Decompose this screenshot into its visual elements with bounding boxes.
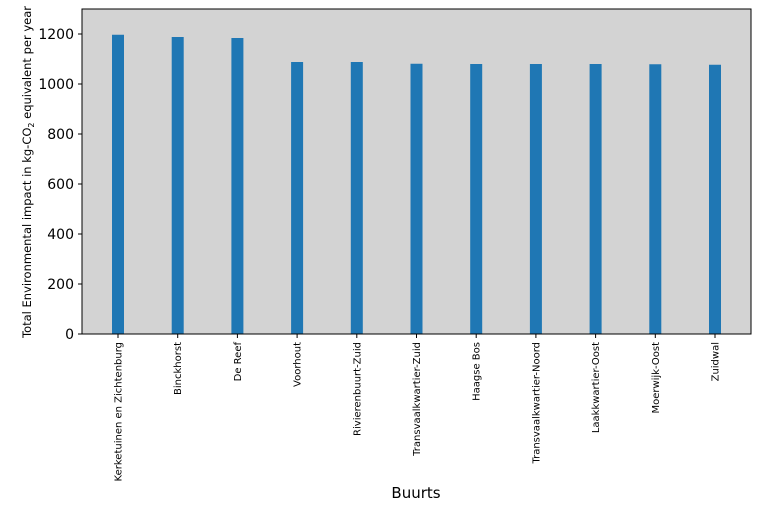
y-tick-label: 600 (47, 177, 74, 193)
bar-1 (112, 34, 124, 334)
bar-9 (589, 64, 602, 334)
bar-3 (231, 38, 244, 334)
bar-10 (649, 64, 662, 334)
y-axis-ticks: 0 200 400 600 800 1000 1200 (38, 27, 82, 343)
bar-8 (529, 64, 542, 334)
y-tick-label: 1200 (38, 27, 74, 43)
x-axis-ticks: Kerketuinen en Zichtenburg Binckhorst De R… (114, 334, 722, 481)
bar-11 (709, 64, 721, 334)
bar-2 (171, 37, 184, 334)
x-tick-label: Laakkwartier-Oost (591, 342, 602, 433)
y-axis-title: Total Environmental impact in kg-CO2 equ… (20, 6, 36, 339)
y-axis-title-main: Total Environmental impact in kg-CO (20, 128, 34, 339)
x-tick-label: Zuidwal (711, 342, 722, 381)
x-tick-label: Voorhout (293, 342, 304, 387)
y-tick-label: 800 (47, 127, 74, 143)
x-tick-label: Rivierenbuurt-Zuid (352, 342, 363, 436)
x-tick-label: Kerketuinen en Zichtenburg (114, 342, 125, 481)
bar-4 (291, 62, 304, 334)
bar-7 (470, 64, 483, 334)
y-axis-title-subscript: 2 (27, 123, 36, 128)
y-tick-label: 0 (65, 327, 74, 343)
bar-6 (410, 63, 423, 334)
bar-5 (350, 62, 363, 334)
x-tick-label: De Reef (233, 342, 244, 382)
y-tick-label: 400 (47, 227, 74, 243)
y-tick-label: 1000 (38, 77, 74, 93)
y-tick-label: 200 (47, 277, 74, 293)
x-tick-label: Moerwijk-Oost (651, 342, 662, 414)
bars-group (112, 34, 721, 334)
x-tick-label: Transvaalkwartier-Zuid (412, 342, 423, 457)
x-axis-title: Buurts (391, 484, 440, 502)
y-axis-title-suffix: equivalent per year (20, 6, 34, 123)
x-tick-label: Binckhorst (173, 342, 184, 395)
plot-frame (81, 8, 752, 335)
x-tick-label: Transvaalkwartier-Noord (531, 342, 542, 465)
x-tick-label: Haagse Bos (472, 342, 483, 401)
